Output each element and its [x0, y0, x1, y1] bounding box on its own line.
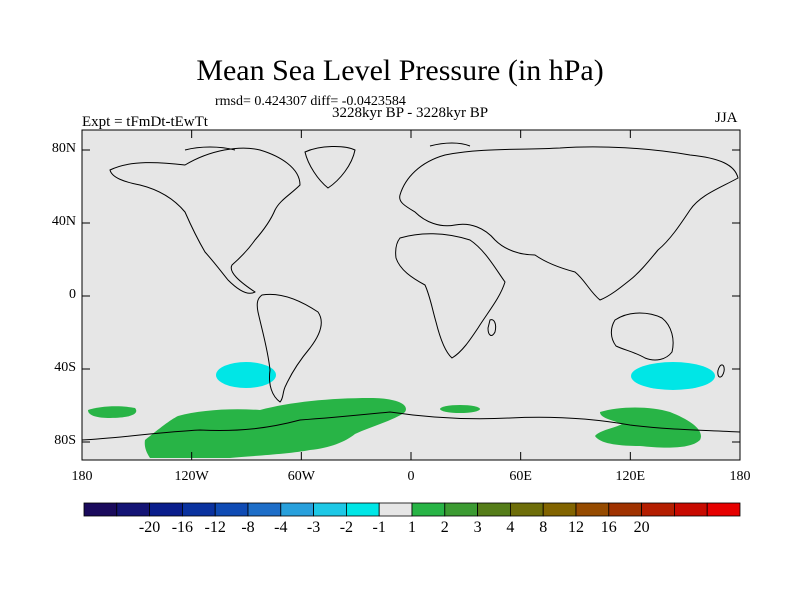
- rmsd-diff-stats: rmsd= 0.424307 diff= -0.0423584: [215, 94, 406, 109]
- colorbar-box: [444, 502, 478, 517]
- map-background: [82, 130, 740, 460]
- lon-label: 60E: [509, 469, 532, 484]
- colorbar-label: 4: [506, 519, 515, 536]
- colorbar-label: -3: [306, 519, 321, 536]
- colorbar-box: [641, 502, 675, 517]
- lat-label: 40S: [54, 360, 76, 375]
- new-zealand-coast: [717, 364, 725, 378]
- colorbar-box: [706, 502, 741, 517]
- colorbar-label: 8: [539, 519, 548, 536]
- colorbar-box: [83, 502, 118, 517]
- north-america-coast: [109, 147, 301, 294]
- positive-anomaly-antarctic: [144, 398, 406, 458]
- lon-label: 60W: [287, 469, 315, 484]
- colorbar-box: [345, 502, 380, 517]
- positive-anomaly-southern-ocean-west: [88, 406, 137, 418]
- eurasia-coast: [399, 146, 739, 301]
- colorbar-box: [608, 502, 642, 517]
- colorbar-label: -8: [241, 519, 255, 536]
- colorbar-label: 16: [600, 519, 617, 536]
- lat-label: 80N: [51, 141, 76, 156]
- colorbar: [83, 502, 741, 517]
- coastlines: [81, 142, 741, 441]
- colorbar-label: -4: [274, 519, 288, 536]
- lat-label: 0: [69, 287, 76, 302]
- season-label: JJA: [715, 110, 738, 126]
- colorbar-box: [411, 502, 446, 517]
- colorbar-box: [378, 502, 413, 517]
- colorbar-label: 2: [440, 519, 449, 536]
- colorbar-box: [280, 502, 314, 517]
- greenland-coast: [304, 146, 356, 189]
- lon-label: 180: [729, 469, 751, 484]
- colorbar-box: [247, 502, 282, 517]
- colorbar-box: [674, 502, 708, 517]
- map-title: Mean Sea Level Pressure (in hPa): [196, 54, 604, 87]
- lon-label: 180: [71, 469, 93, 484]
- colorbar-box: [542, 502, 577, 517]
- africa-coast: [395, 233, 506, 359]
- colorbar-label: -2: [339, 519, 354, 536]
- colorbar-box: [214, 502, 249, 517]
- colorbar-box: [181, 502, 216, 517]
- colorbar-label: 20: [633, 519, 650, 536]
- experiment-label: Expt = tFmDt-tEwTt: [82, 114, 208, 130]
- period-label: 3228kyr BP - 3228kyr BP: [331, 105, 489, 121]
- negative-anomaly-southeast-pacific: [216, 362, 276, 388]
- antarctica-coast: [81, 411, 741, 441]
- colorbar-label: -12: [204, 519, 226, 536]
- australia-coast: [610, 312, 674, 361]
- colorbar-label: -20: [138, 519, 161, 536]
- colorbar-label: -1: [372, 519, 386, 536]
- colorbar-box: [313, 502, 347, 517]
- south-america-coast: [256, 293, 322, 403]
- madagascar-coast: [487, 319, 497, 336]
- lat-label: 40N: [51, 214, 76, 229]
- anomaly-fields: [88, 362, 715, 458]
- colorbar-label: -16: [171, 519, 194, 536]
- arctic-islands-coast: [184, 142, 471, 151]
- colorbar-label: 3: [473, 519, 482, 536]
- lon-label: 0: [407, 469, 415, 484]
- colorbar-label: 12: [568, 519, 584, 536]
- positive-anomaly-small-1: [440, 405, 480, 413]
- colorbar-box: [509, 502, 544, 517]
- colorbar-label: 1: [408, 519, 416, 536]
- colorbar-box: [116, 502, 151, 517]
- positive-anomaly-antarctic-east: [595, 407, 701, 448]
- colorbar-box: [575, 502, 610, 517]
- lon-label: 120W: [174, 469, 209, 484]
- colorbar-box: [477, 502, 511, 517]
- lat-label: 80S: [54, 433, 76, 448]
- colorbar-box: [149, 502, 183, 517]
- lon-label: 120E: [615, 469, 646, 484]
- negative-anomaly-south-australia: [631, 362, 715, 390]
- axis-ticks: [81, 130, 741, 460]
